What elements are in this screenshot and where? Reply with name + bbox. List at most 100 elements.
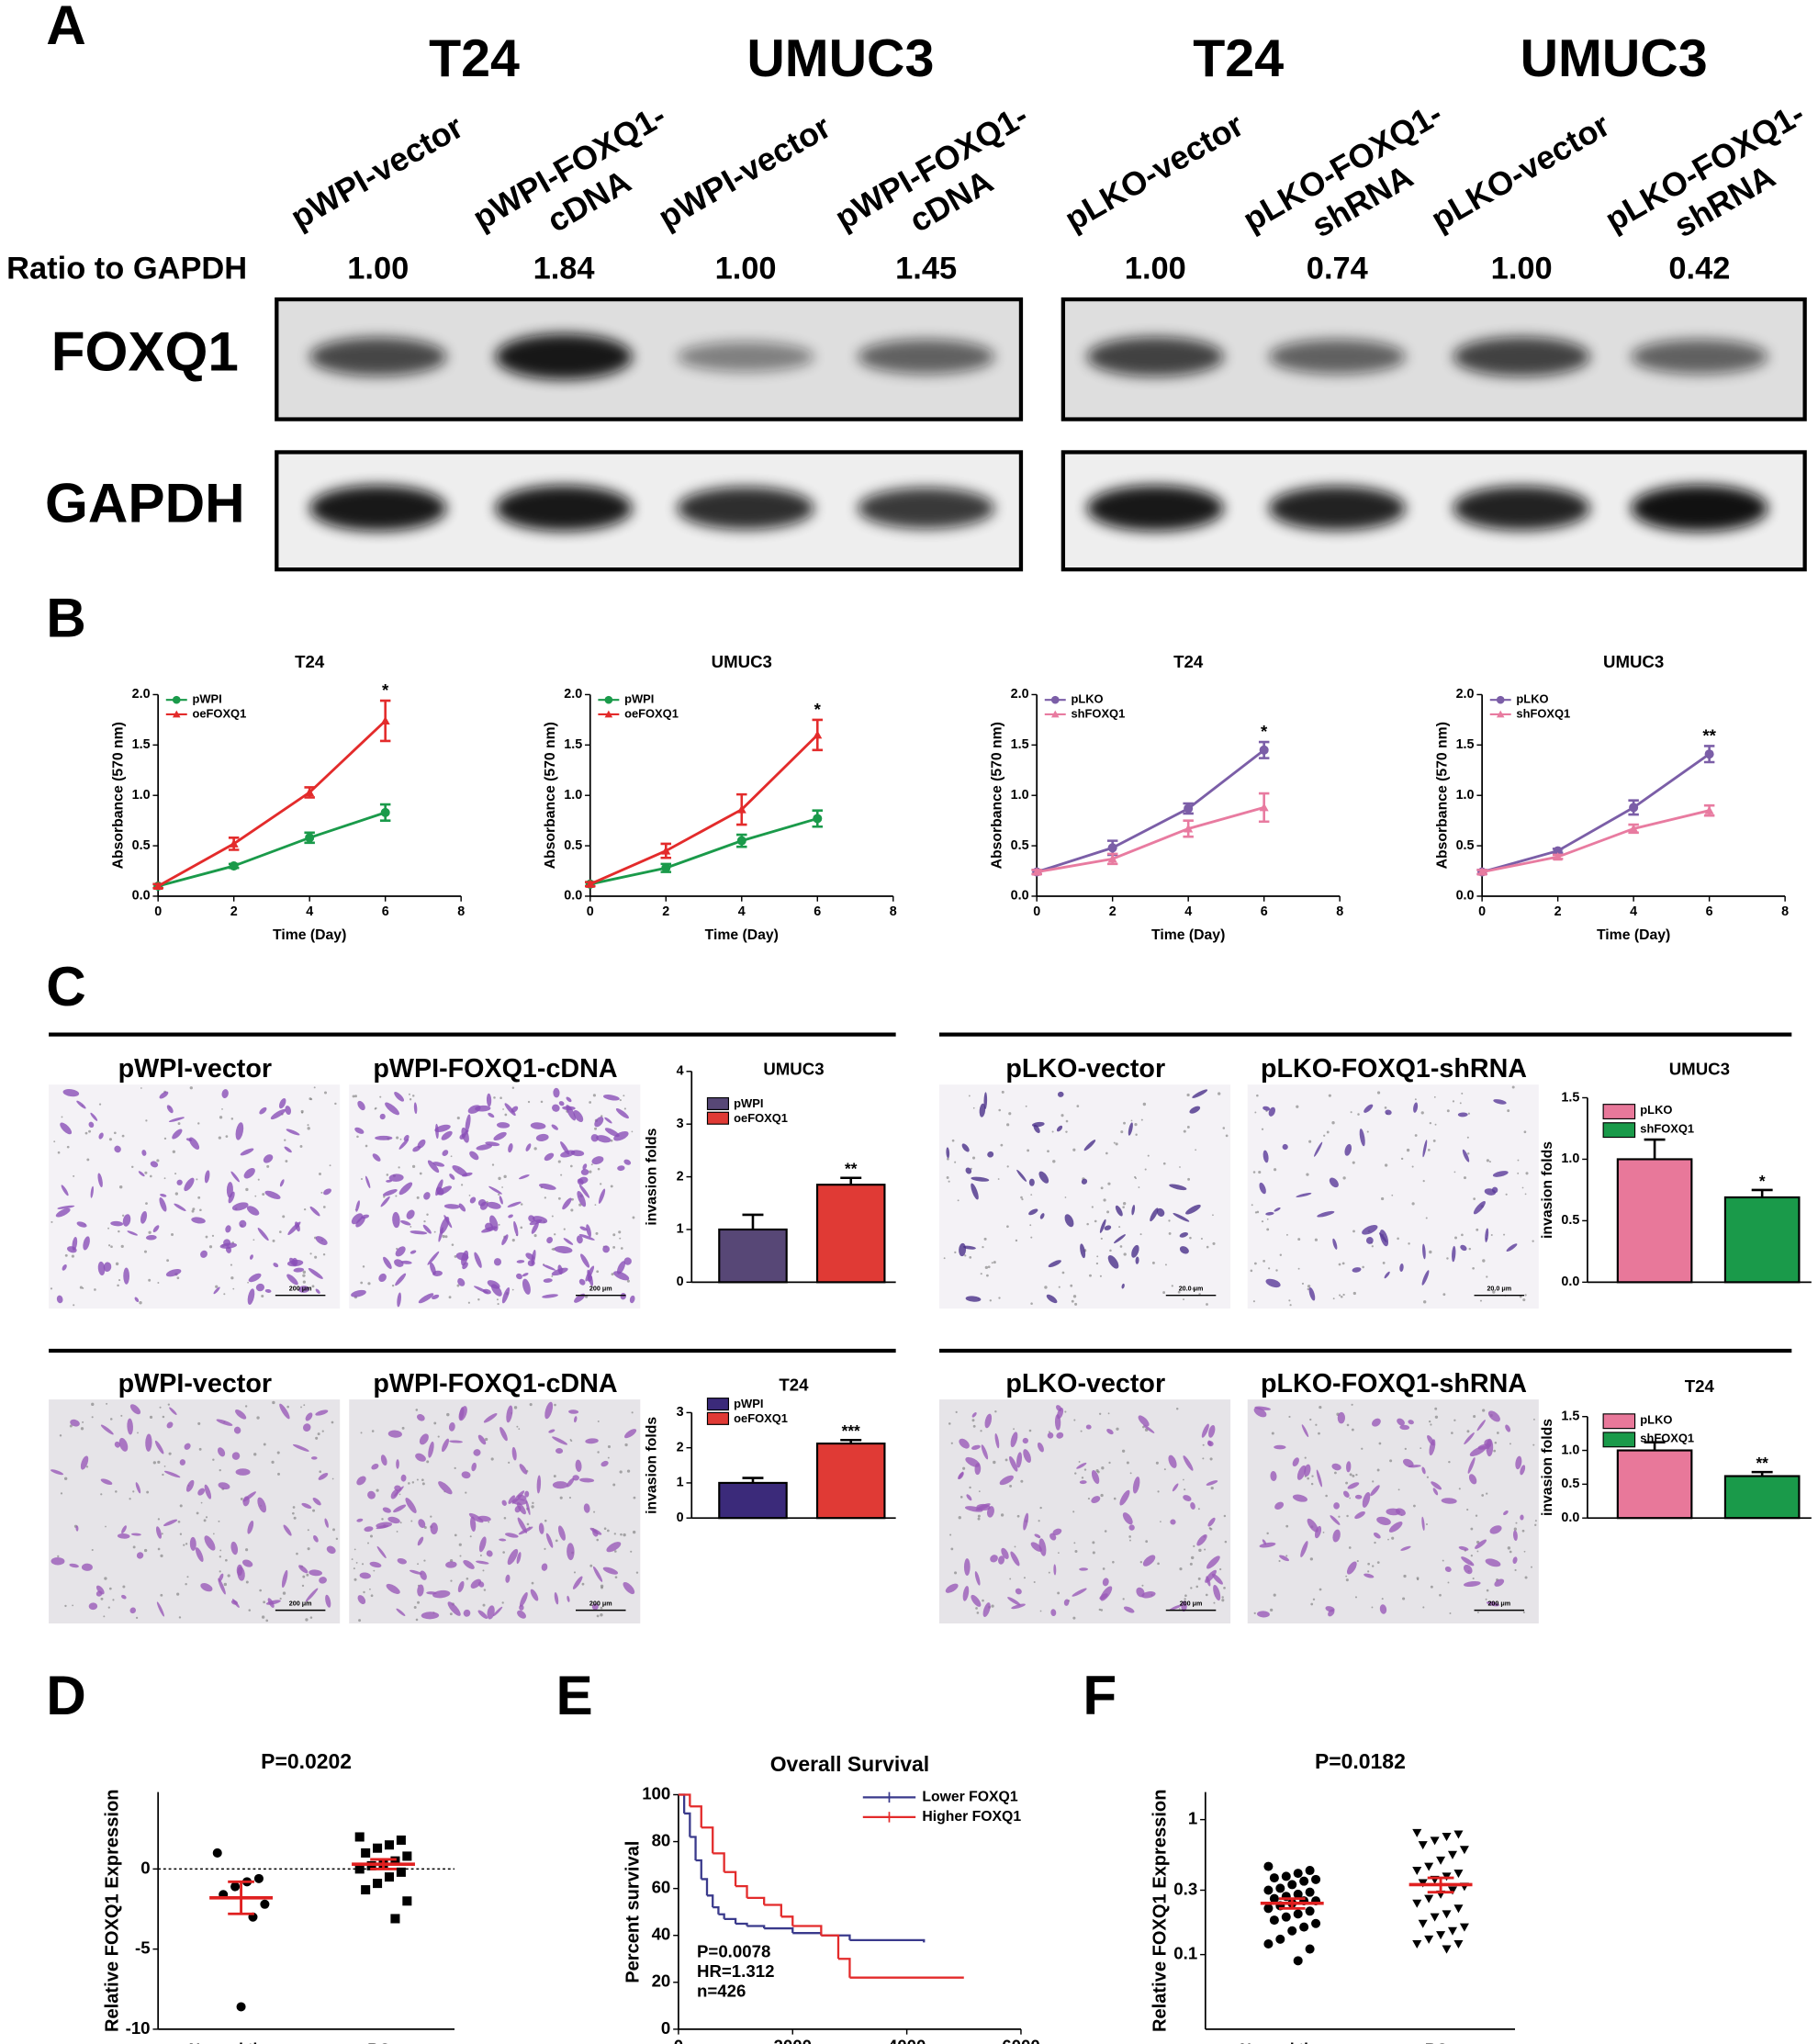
pore-dot [105, 1525, 107, 1528]
cell [1300, 1541, 1308, 1557]
pore-dot [1338, 1515, 1341, 1518]
pore-dot [1308, 1140, 1312, 1143]
y-axis-label: invasion folds [644, 1417, 659, 1514]
pore-dot [1463, 1176, 1467, 1180]
pore-dot [120, 1244, 124, 1248]
cell [548, 1429, 556, 1433]
blot-band [1086, 336, 1224, 376]
pore-dot [477, 1298, 480, 1301]
cell [551, 1124, 558, 1130]
cell [225, 1246, 232, 1253]
pore-dot [212, 1533, 215, 1535]
pore-dot [1065, 1130, 1068, 1133]
cell [591, 1603, 599, 1611]
cell [1079, 1567, 1089, 1571]
pore-dot [1256, 1210, 1260, 1214]
x-axis-label: Time (Day) [273, 927, 346, 943]
pore-dot [1162, 1291, 1166, 1294]
legend-label: Higher FOXQ1 [922, 1809, 1021, 1825]
cell [620, 1293, 627, 1300]
cell [519, 1604, 524, 1611]
pore-dot [1021, 1198, 1024, 1201]
pore-dot [993, 1261, 996, 1264]
pore-dot [1096, 1470, 1100, 1474]
cell [1205, 1569, 1217, 1583]
cell [1307, 1518, 1319, 1533]
pore-dot [1366, 1130, 1369, 1133]
cell [578, 1185, 590, 1198]
pore-dot [1339, 1294, 1341, 1297]
pore-dot [132, 1490, 135, 1493]
cell [1057, 1091, 1064, 1097]
pore-dot [635, 1571, 639, 1574]
cell [471, 1462, 477, 1472]
x-tick-label: 0 [1478, 904, 1486, 919]
pore-dot [994, 1410, 997, 1413]
pore-dot [1486, 1589, 1489, 1592]
pore-dot [1384, 1106, 1387, 1109]
cell [355, 1216, 365, 1228]
cell [121, 1525, 127, 1534]
pore-dot [1422, 1606, 1425, 1609]
pore-dot [1411, 1165, 1414, 1168]
pore-dot [573, 1571, 577, 1574]
cell-line: T24 [429, 29, 520, 88]
cell [279, 1179, 285, 1187]
pore-dot [1142, 1425, 1145, 1429]
cell [579, 1477, 595, 1483]
image-label: pLKO-FOXQ1-shRNA [1261, 1054, 1527, 1084]
pore-dot [159, 1406, 162, 1409]
pore-dot [82, 1421, 84, 1423]
pore-dot [1439, 1593, 1442, 1597]
cell [1050, 1609, 1057, 1617]
pore-dot [1466, 1136, 1469, 1139]
pore-dot [1223, 1514, 1227, 1518]
pore-dot [531, 1581, 534, 1585]
pore-dot [1466, 1508, 1469, 1511]
y-tick-label: 1.5 [1561, 1409, 1579, 1423]
cell [560, 1150, 576, 1158]
pore-dot [219, 1570, 221, 1573]
pore-dot [1448, 1460, 1451, 1464]
cell [88, 1121, 95, 1129]
cell [499, 1538, 507, 1542]
cell [476, 1144, 492, 1151]
y-tick-label: 0.5 [1456, 838, 1475, 853]
marker [1430, 1836, 1440, 1846]
cell [235, 1122, 244, 1140]
y-tick-label: 2.0 [1456, 687, 1475, 702]
legend-label: pLKO [1071, 692, 1103, 706]
cell [315, 1409, 329, 1416]
pore-dot [1433, 1095, 1436, 1098]
pore-dot [1273, 1593, 1276, 1597]
pore-dot [302, 1280, 306, 1284]
cell [999, 1475, 1014, 1486]
cell [468, 1512, 484, 1523]
bar [815, 1443, 886, 1520]
pore-dot [1198, 1548, 1202, 1553]
cell [1150, 1207, 1159, 1222]
pore-dot [1266, 1532, 1269, 1535]
cell [606, 1542, 622, 1553]
pore-dot [1197, 1577, 1201, 1580]
survival-step [792, 1925, 823, 1936]
pore-dot [623, 1107, 626, 1110]
cell [1460, 1244, 1467, 1252]
cell [270, 1108, 286, 1120]
pore-dot [1356, 1559, 1359, 1563]
pore-dot [1493, 1449, 1497, 1453]
marker [1287, 1926, 1297, 1936]
cell [553, 1087, 560, 1098]
pore-dot [623, 1095, 625, 1097]
pore-dot [1100, 1186, 1104, 1190]
pore-dot [1192, 1287, 1195, 1291]
pore-dot [1453, 1419, 1456, 1421]
bar [1723, 1196, 1801, 1284]
pore-dot [1197, 1508, 1200, 1511]
cell [1254, 1406, 1271, 1410]
cell [613, 1271, 630, 1281]
cell [974, 1571, 981, 1586]
marker [1305, 1944, 1315, 1954]
pore-dot [633, 1496, 636, 1499]
pore-dot [1476, 1228, 1479, 1231]
